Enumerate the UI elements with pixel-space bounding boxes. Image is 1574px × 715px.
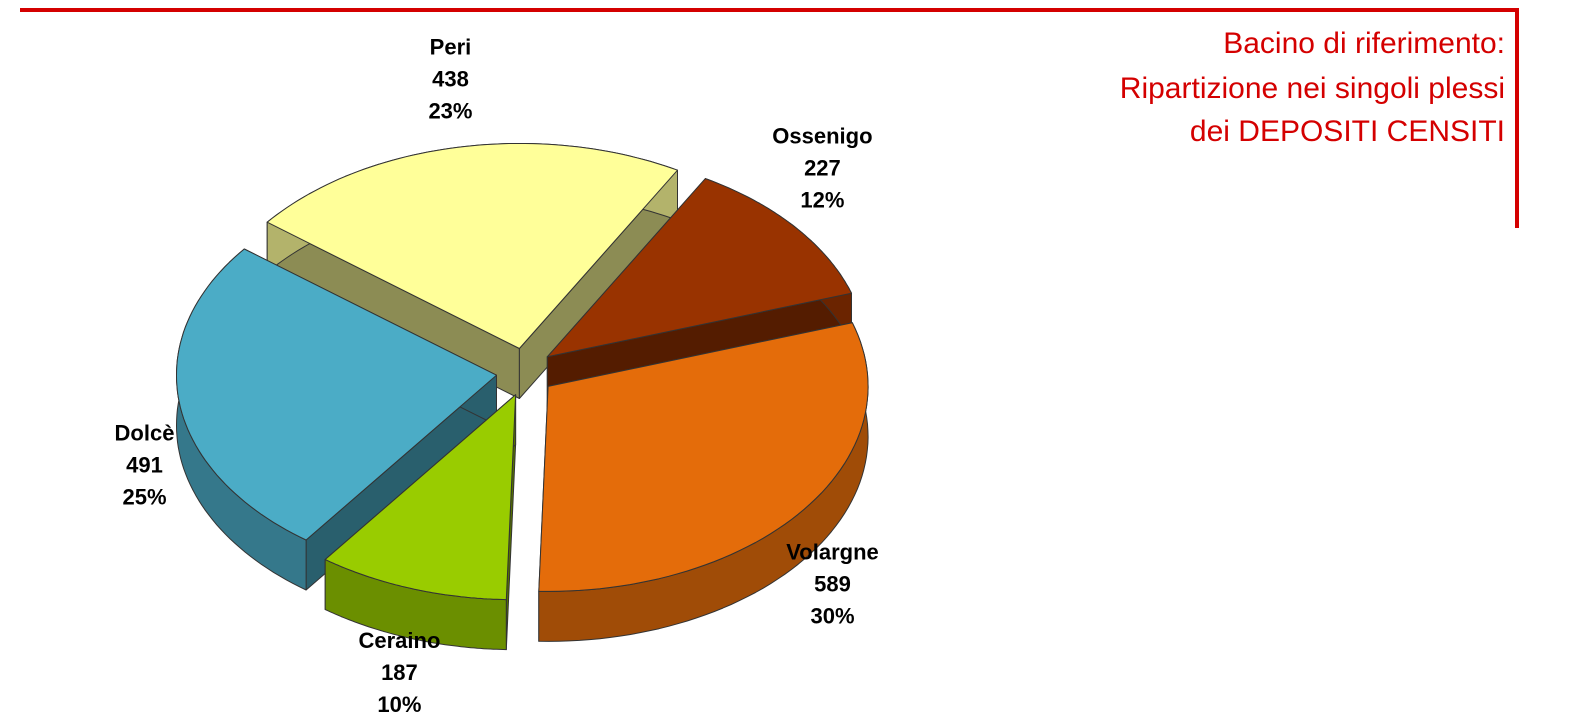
slice (538, 322, 869, 642)
data-label: 227 (804, 156, 841, 181)
slice-top (324, 394, 517, 601)
slice-top (546, 178, 852, 358)
data-label: 25% (122, 484, 166, 509)
chart-title: Ripartizione nei singoli plessi (1120, 72, 1505, 105)
data-label: 187 (381, 660, 418, 685)
data-label: 12% (800, 188, 844, 213)
data-label: 23% (428, 98, 472, 123)
data-label: Volargne (786, 539, 879, 564)
data-label: Ossenigo (772, 124, 872, 149)
slice (324, 394, 517, 651)
data-label: Peri (430, 34, 472, 59)
data-label: 30% (811, 603, 855, 628)
data-label: 10% (377, 692, 421, 715)
data-label: 589 (814, 571, 851, 596)
data-label: Ceraino (358, 628, 440, 653)
chart-title: dei DEPOSITI CENSITI (1190, 115, 1505, 148)
slice-top (176, 248, 497, 541)
slice (266, 143, 678, 399)
data-label: 438 (432, 66, 469, 91)
slice-top (538, 322, 869, 592)
data-label: Dolcè (115, 420, 175, 445)
data-label: 491 (126, 452, 163, 477)
slice-top (266, 143, 678, 349)
chart-title: Bacino di riferimento: (1223, 27, 1505, 60)
